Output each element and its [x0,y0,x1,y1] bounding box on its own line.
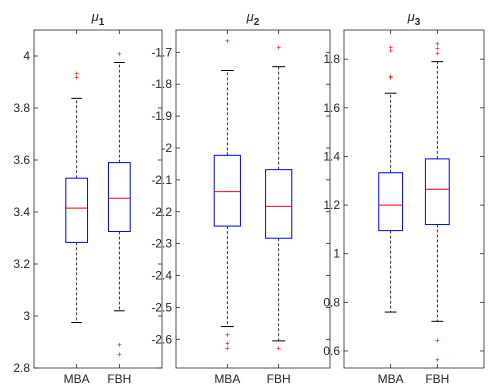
y-tick-label: -2.1 [151,173,172,187]
y-tick-label: 3.8 [13,101,30,115]
outlier-point: + [276,43,281,52]
outlier-point: + [388,43,393,52]
x-tick-label: FBH [267,372,291,386]
y-tick-label: 0.6 [323,344,340,358]
y-tick-label: -2.5 [151,300,172,314]
axes-frame [175,29,331,369]
x-tick-label: FBH [107,372,131,386]
iqr-box [107,162,131,233]
outlier-point: + [435,44,440,53]
outlier-point: + [435,49,440,58]
title-symbol: μ [246,9,254,24]
outlier-point: + [117,49,122,58]
y-tick-label: 1.8 [323,52,340,66]
outlier-point: + [388,73,393,82]
outlier-point: + [435,355,440,364]
x-tick-label: MBA [214,372,240,386]
subplot-title: μ3 [407,9,421,28]
x-tick-label: MBA [378,372,404,386]
outlier-point: + [435,336,440,345]
outlier-point: + [435,39,440,48]
box-fbh: +++ [107,49,131,359]
x-tick-label: MBA [64,372,90,386]
title-symbol: μ [407,9,415,24]
box-mba: ++ [65,69,89,323]
y-tick-label: 4 [23,49,30,63]
outlier-point: + [225,331,230,340]
y-tick-label: 2.8 [13,361,30,375]
iqr-box [424,158,450,226]
iqr-box [213,154,241,227]
title-subscript: 1 [99,17,105,28]
y-tick-label: -2.6 [151,332,172,346]
y-tick-label: 0.8 [323,295,340,309]
title-subscript: 3 [415,17,421,28]
x-tick-label: FBH [425,372,449,386]
outlier-point: + [74,69,79,78]
subplot-title: μ2 [246,9,260,28]
outlier-point: + [117,341,122,350]
axes-frame [343,29,485,369]
y-tick-label: 1 [333,247,340,261]
title-symbol: μ [91,9,99,24]
y-tick-label: 1.6 [323,101,340,115]
outlier-point: + [276,344,281,353]
y-tick-label: -2.2 [151,205,172,219]
y-tick-label: -1.7 [151,45,172,59]
outlier-point: + [225,344,230,353]
iqr-box [65,177,89,243]
outlier-point: + [117,350,122,359]
subplot-mu-2: μ2 -2.6 -2.5 -2.4 -2.3 -2.2 -2.1 -2 -1.9 -1.8 -1.7… [151,9,331,386]
y-tick-label: -1.9 [151,109,172,123]
outlier-point: + [225,339,230,348]
box-fbh: ++ [265,43,293,353]
outlier-point: + [225,37,230,46]
axes-frame [33,29,163,369]
y-tick-label: 3 [23,309,30,323]
outlier-point: + [388,72,393,81]
y-tick-label: -2.4 [151,269,172,283]
y-tick-label: 1.2 [323,198,340,212]
iqr-box [378,172,404,232]
y-tick-label: 1.4 [323,149,340,163]
subplot-title: μ1 [91,9,105,28]
y-tick-label: 3.4 [13,205,30,219]
y-tick-label: -2 [161,141,172,155]
y-tick-label: -1.8 [151,77,172,91]
outlier-point: + [74,73,79,82]
box-mba: ++++ [213,37,241,353]
y-tick-label: 3.6 [13,153,30,167]
outlier-point: + [388,47,393,56]
box-mba: ++++ [378,43,404,313]
y-tick-label: -2.3 [151,237,172,251]
y-tick-label: 3.2 [13,257,30,271]
title-subscript: 2 [254,17,260,28]
box-fbh: +++++ [424,39,450,364]
iqr-box [265,169,293,239]
